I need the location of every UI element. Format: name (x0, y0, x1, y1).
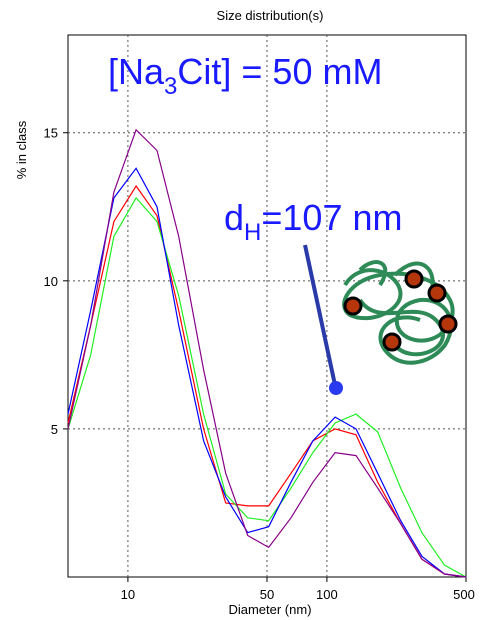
annotation: dH=107 nm (224, 197, 402, 246)
y-tick-label: 15 (44, 126, 58, 141)
series-line (67, 128, 467, 578)
x-tick-label: 10 (121, 587, 135, 602)
x-axis-label: Diameter (nm) (228, 602, 311, 617)
y-tick-label: 10 (44, 274, 58, 289)
arrow-dot (329, 381, 343, 395)
y-axis-label: % in class (14, 120, 29, 179)
x-tick-label: 500 (453, 587, 475, 602)
x-tick-label: 100 (316, 587, 338, 602)
x-tick-label: 50 (260, 587, 274, 602)
series-line (67, 167, 467, 578)
chart-title: Size distribution(s) (217, 8, 324, 23)
y-tick-label: 5 (51, 422, 58, 437)
arrow (303, 244, 337, 386)
series-line (67, 196, 467, 578)
annotation: [Na3Cit] = 50 mM (108, 51, 382, 100)
particles (343, 269, 458, 352)
